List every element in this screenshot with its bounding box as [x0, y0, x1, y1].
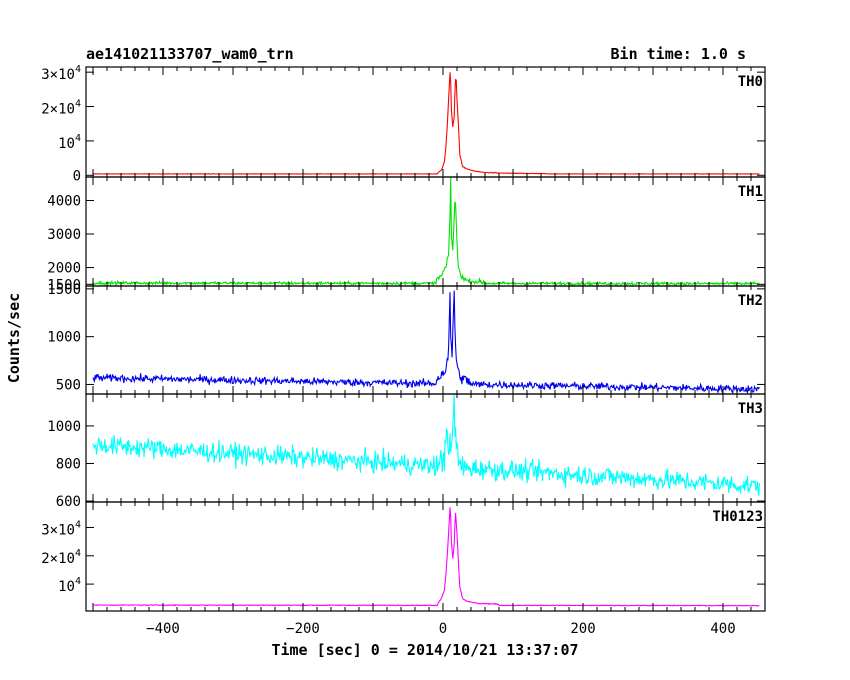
- panel-frame: [85, 501, 766, 612]
- series-line-th3: [92, 394, 760, 497]
- series-line-th2: [92, 290, 760, 394]
- y-tick-label: 2×104: [41, 99, 81, 118]
- panels-group: 01042×1043×104TH01500200030004000TH15001…: [41, 64, 766, 612]
- y-tick-label: 1000: [47, 419, 81, 435]
- panel-frame: [85, 66, 766, 178]
- panel-label-th0123: TH0123: [712, 509, 763, 525]
- y-tick-label: 2×104: [41, 548, 81, 567]
- y-tick-label: 800: [56, 456, 81, 472]
- panel-label-th1: TH1: [738, 184, 763, 200]
- panel-label-th0: TH0: [738, 74, 763, 90]
- y-tick-label: 600: [56, 494, 81, 510]
- y-tick-label: 3000: [47, 227, 81, 243]
- series-line-th1: [93, 177, 760, 286]
- chart-title: ae141021133707_wam0_trn: [86, 45, 294, 63]
- y-tick-label: 4000: [47, 193, 81, 209]
- y-tick-label: 2000: [47, 261, 81, 277]
- y-tick-label: 500: [56, 377, 81, 393]
- y-tick-label: 104: [58, 576, 81, 595]
- x-axis-label: Time [sec] 0 = 2014/10/21 13:37:07: [271, 641, 578, 659]
- x-tick-label: 200: [570, 621, 595, 637]
- series-line-th0: [93, 72, 760, 175]
- x-tick-label: 400: [710, 621, 735, 637]
- series-line-th0123: [92, 507, 760, 607]
- x-tick-label: 0: [439, 621, 447, 637]
- panel-th0: 0 104 2×104 3×104 TH0: [41, 64, 766, 184]
- y-tick-label: 104: [58, 133, 81, 152]
- x-axis: −400 −200 0 200 400: [146, 621, 736, 637]
- panel-label-th3: TH3: [738, 401, 763, 417]
- y-tick-label: 1500: [47, 282, 81, 298]
- y-tick-label: 0: [73, 168, 81, 184]
- panel-frame: [85, 176, 766, 287]
- panel-th3: 600 800 1000 TH3: [47, 393, 766, 510]
- panel-th2: 500 1000 1500 TH2: [47, 282, 766, 395]
- y-tick-label: 1500: [47, 277, 81, 293]
- y-tick-label: 1000: [47, 330, 81, 346]
- x-tick-label: −400: [146, 621, 180, 637]
- x-tick-label: −200: [286, 621, 320, 637]
- y-tick-label: 3×104: [41, 64, 81, 83]
- panel-th0123: 104 2×104 3×104 TH0123: [41, 501, 766, 612]
- panel-label-th2: TH2: [738, 293, 763, 309]
- y-tick-label: 3×104: [41, 519, 81, 538]
- y-axis-label: Counts/sec: [5, 293, 23, 383]
- bin-time-label: Bin time: 1.0 s: [611, 45, 746, 63]
